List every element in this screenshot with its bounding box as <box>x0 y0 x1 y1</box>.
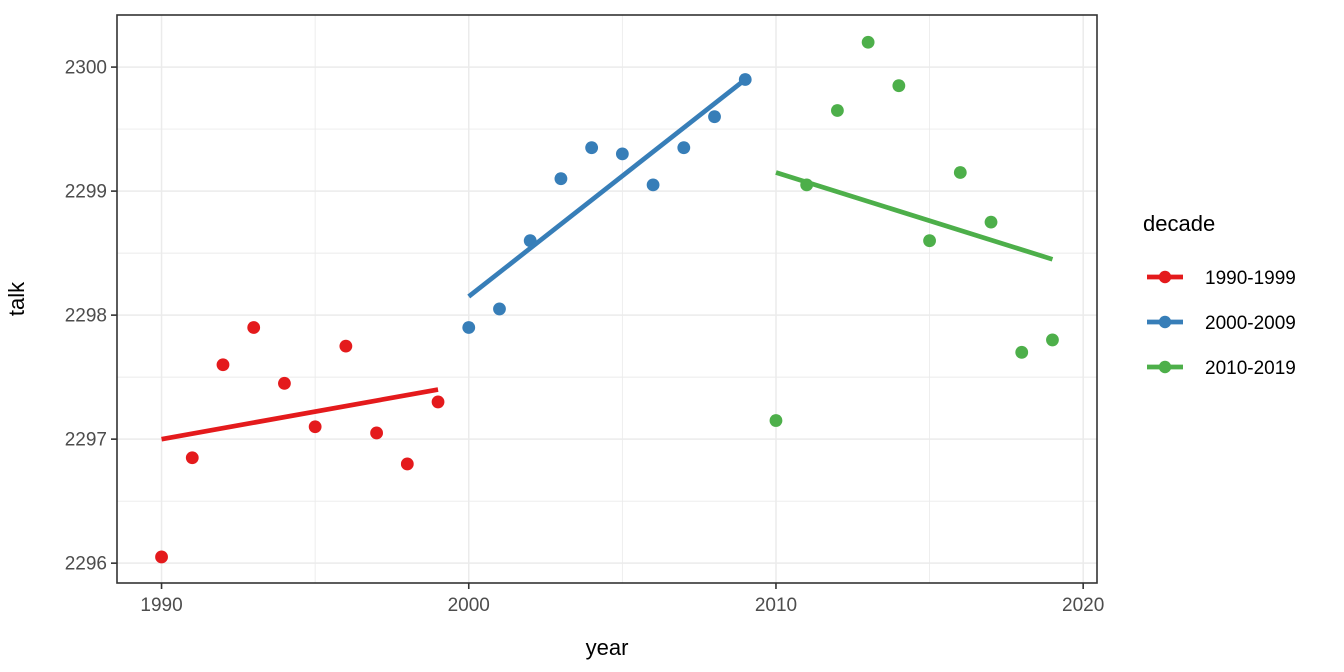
data-points <box>155 35 1059 564</box>
trend-line <box>161 387 439 442</box>
trend-lines <box>161 77 1054 442</box>
panel-border <box>116 14 1098 584</box>
x-tick-label: 2020 <box>1062 595 1104 616</box>
trend-line <box>467 77 747 299</box>
x-axis-title: year <box>586 635 629 660</box>
gridlines <box>117 15 1097 583</box>
panel-frame <box>116 14 1098 584</box>
data-point <box>953 166 967 179</box>
y-tick-label: 2298 <box>65 306 107 327</box>
data-point <box>247 321 261 334</box>
data-point <box>370 426 383 440</box>
data-point <box>769 414 783 427</box>
data-point <box>278 376 291 390</box>
y-tick-label: 2297 <box>65 430 107 451</box>
legend-title: decade <box>1143 211 1215 236</box>
axis-ticks-and-labels: 1990 2000 2010 2020 2296 2297 2298 2299 2300 <box>65 58 1105 616</box>
data-point <box>923 234 936 248</box>
legend-key-dot <box>1158 270 1172 284</box>
data-point <box>615 147 629 161</box>
x-tick-label: 2000 <box>448 595 490 616</box>
data-point <box>892 79 906 93</box>
legend-entry-label: 2010-2019 <box>1205 358 1296 379</box>
x-tick-label: 1990 <box>140 595 182 616</box>
data-point <box>308 420 322 434</box>
data-point <box>339 339 353 353</box>
data-point <box>431 395 445 409</box>
data-point <box>677 141 691 155</box>
legend-entry: 2000-2009 <box>1147 313 1296 334</box>
legend-entry-label: 1990-1999 <box>1205 268 1296 289</box>
legend-entry: 2010-2019 <box>1147 358 1296 379</box>
data-point <box>185 451 199 465</box>
y-tick-label: 2296 <box>65 554 107 575</box>
data-point <box>493 302 506 316</box>
data-point <box>216 358 230 372</box>
trend-line <box>775 170 1054 262</box>
data-point <box>984 215 998 229</box>
legend-entry: 1990-1999 <box>1147 268 1296 289</box>
data-point <box>646 178 660 192</box>
data-point <box>554 172 568 186</box>
data-point <box>861 35 875 49</box>
data-point <box>1046 333 1059 347</box>
panel-background-rect <box>117 15 1097 583</box>
y-tick-label: 2299 <box>65 182 107 203</box>
data-point <box>400 457 414 471</box>
panel-background <box>117 15 1097 583</box>
data-point <box>155 550 168 564</box>
legend-key-dot <box>1158 315 1172 329</box>
legend-entry-label: 2000-2009 <box>1205 313 1296 334</box>
legend: decade 1990-1999 2000-2009 2010-2019 <box>1143 211 1296 379</box>
data-point <box>708 110 721 124</box>
data-point <box>1015 345 1029 359</box>
y-axis-title: talk <box>4 281 29 316</box>
data-point <box>462 321 476 334</box>
data-point <box>585 141 599 155</box>
y-tick-label: 2300 <box>65 58 107 79</box>
data-point <box>831 104 844 117</box>
x-tick-label: 2010 <box>755 595 797 616</box>
legend-key-dot <box>1158 360 1172 374</box>
